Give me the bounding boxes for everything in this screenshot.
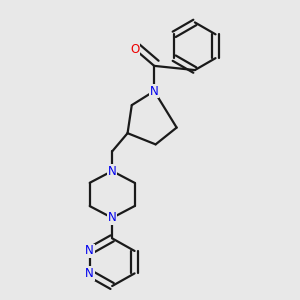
Text: O: O xyxy=(130,43,139,56)
Text: N: N xyxy=(85,244,94,257)
Text: N: N xyxy=(85,267,94,280)
Text: N: N xyxy=(108,164,116,178)
Text: N: N xyxy=(108,212,116,224)
Text: N: N xyxy=(150,85,159,98)
